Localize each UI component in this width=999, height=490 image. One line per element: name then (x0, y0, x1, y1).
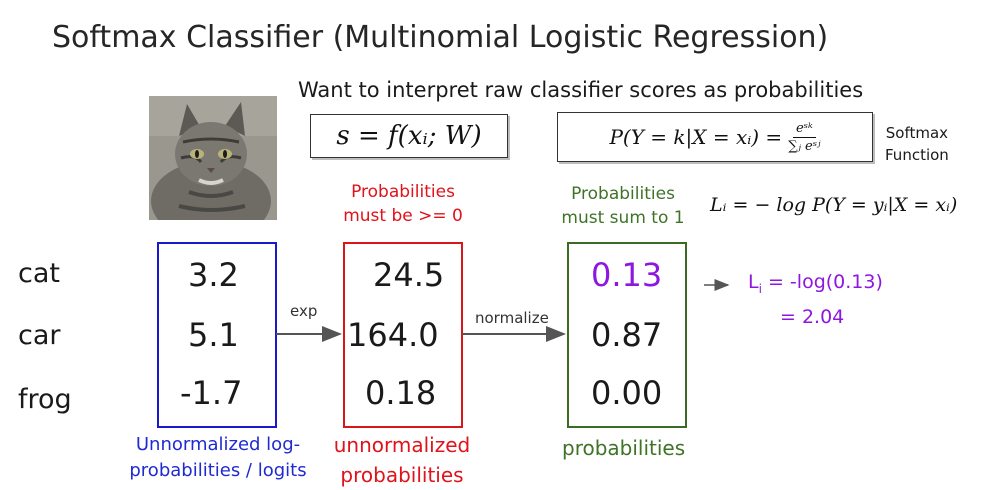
sum-to-one-note: Probabilities must sum to 1 (548, 182, 698, 230)
score-formula-text: s = f(xᵢ; W) (336, 121, 482, 151)
normalize-arrow-label: normalize (475, 309, 549, 327)
exp-value-frog: 0.18 (365, 374, 437, 412)
class-label-frog: frog (18, 384, 72, 415)
class-label-cat: cat (18, 258, 60, 289)
exp-arrow-label: exp (290, 302, 318, 320)
cat-photo (149, 96, 277, 220)
loss-subscript: i (758, 281, 762, 296)
prob-value-car: 0.87 (591, 316, 663, 354)
sum-note-line1: Probabilities (571, 184, 675, 204)
softmax-label-line2: Function (885, 146, 949, 164)
logit-value-cat: 3.2 (188, 256, 239, 294)
loss-result-line1: Li = -log(0.13) (748, 268, 883, 303)
exp-value-car: 164.0 (347, 316, 439, 354)
slide-subtitle: Want to interpret raw classifier scores … (298, 78, 864, 102)
prob-value-cat: 0.13 (591, 256, 663, 294)
softmax-formula: P(Y = k|X = xᵢ) = eˢᵏ ∑ⱼ eˢʲ (557, 112, 873, 162)
logits-caption: Unnormalized log- probabilities / logits (68, 432, 368, 484)
prob-value-frog: 0.00 (591, 374, 663, 412)
loss-result-line2: = 2.04 (780, 305, 845, 328)
exp-value-cat: 24.5 (373, 256, 445, 294)
softmax-label-line1: Softmax (885, 124, 949, 142)
class-label-car: car (18, 320, 61, 351)
logits-caption-line2: probabilities / logits (129, 460, 307, 481)
unnormalized-box (343, 242, 463, 428)
score-formula: s = f(xᵢ; W) (310, 114, 508, 158)
unnormalized-caption: unnormalized probabilities (322, 430, 482, 490)
loss-result: Li = -log(0.13) = 2.04 (748, 268, 883, 331)
softmax-denominator: ∑ⱼ eˢʲ (788, 138, 821, 154)
nonnegative-note: Probabilities must be >= 0 (330, 180, 476, 228)
probabilities-caption: probabilities (562, 436, 686, 460)
loss-symbol: L (748, 271, 759, 293)
nonnegative-note-line2: must be >= 0 (343, 206, 463, 226)
logits-caption-line1: Unnormalized log- (135, 434, 301, 455)
logit-value-car: 5.1 (188, 316, 239, 354)
loss-formula: Lᵢ = − log P(Y = yᵢ|X = xᵢ) (710, 194, 958, 216)
probabilities-box (567, 242, 687, 428)
unnormalized-caption-line1: unnormalized (333, 433, 471, 457)
sum-note-line2: must sum to 1 (561, 208, 685, 228)
softmax-numerator: eˢᵏ (792, 121, 816, 138)
loss-expression: = -log(0.13) (761, 271, 883, 293)
softmax-fraction: eˢᵏ ∑ⱼ eˢʲ (788, 121, 820, 154)
slide-title: Softmax Classifier (Multinomial Logistic… (52, 20, 829, 55)
softmax-function-label: Softmax Function (885, 122, 949, 166)
logit-value-frog: -1.7 (180, 374, 243, 412)
softmax-formula-lhs: P(Y = k|X = xᵢ) = (609, 125, 783, 149)
nonnegative-note-line1: Probabilities (351, 182, 455, 202)
unnormalized-caption-line2: probabilities (340, 463, 464, 487)
